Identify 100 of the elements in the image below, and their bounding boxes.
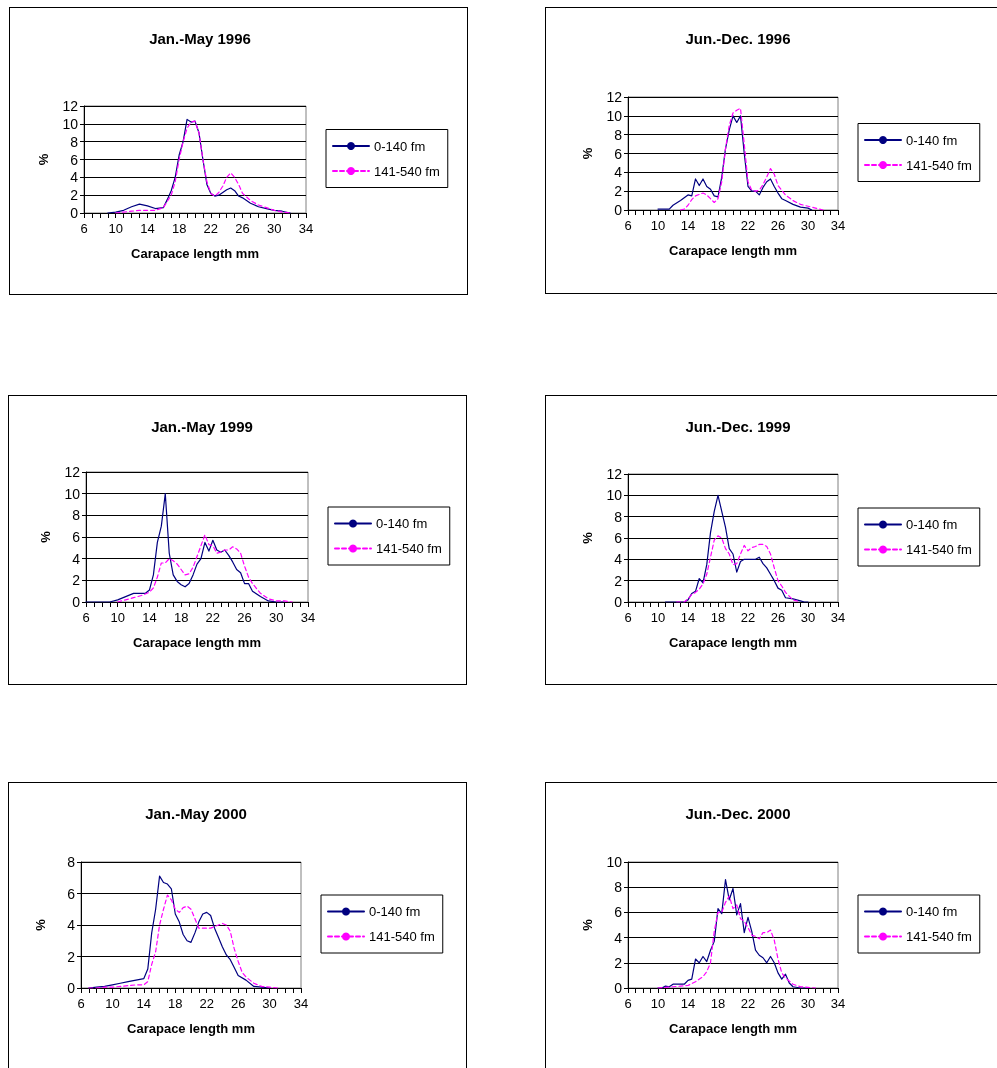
x-axis-title: Carapace length mm	[131, 246, 259, 261]
y-tick-label: 6	[67, 885, 76, 902]
y-tick-label: 10	[606, 854, 623, 870]
y-tick-label: 6	[614, 530, 623, 546]
y-tick-label: 10	[62, 115, 79, 132]
line-series	[85, 493, 285, 603]
legend-label: 0-140 fm	[906, 517, 958, 532]
x-tick-label: 22	[203, 221, 219, 236]
chart-title: Jan.-May 2000	[145, 805, 247, 822]
x-tick-label: 26	[237, 610, 252, 625]
x-tick-label: 10	[650, 610, 666, 625]
y-tick-label: 2	[67, 948, 76, 965]
y-tick-label: 12	[606, 89, 623, 105]
chart-title: Jan.-May 1999	[151, 418, 253, 435]
x-tick-label: 14	[136, 996, 152, 1011]
line-series	[679, 107, 824, 211]
y-tick-label: 12	[64, 464, 81, 480]
y-axis-title: %	[33, 918, 48, 931]
y-tick-label: 10	[606, 107, 623, 124]
chart-title: Jun.-Dec. 1999	[685, 418, 791, 435]
x-tick-label: 18	[168, 996, 183, 1011]
y-tick-label: 6	[614, 145, 623, 162]
x-tick-label: 22	[199, 996, 214, 1011]
legend-label: 141-540 fm	[374, 163, 440, 179]
x-tick-label: 26	[770, 218, 786, 233]
y-tick-label: 8	[614, 879, 623, 896]
y-tick-label: 8	[614, 508, 623, 525]
x-tick-label: 14	[680, 996, 696, 1011]
y-tick-label: 0	[72, 594, 81, 610]
x-tick-label: 10	[108, 221, 123, 236]
y-tick-label: 4	[70, 169, 79, 186]
y-tick-label: 8	[67, 854, 76, 870]
x-tick-label: 30	[800, 218, 816, 233]
x-tick-label: 22	[740, 610, 756, 625]
x-tick-label: 22	[740, 996, 756, 1011]
y-tick-label: 4	[67, 917, 76, 933]
y-axis-title: %	[36, 153, 51, 166]
line-series	[664, 494, 809, 603]
x-tick-label: 34	[298, 221, 314, 236]
x-tick-label: 10	[110, 610, 125, 625]
y-tick-label: 6	[72, 529, 81, 545]
y-tick-label: 2	[70, 187, 79, 204]
y-tick-label: 12	[62, 98, 79, 114]
y-tick-label: 2	[614, 572, 623, 589]
x-tick-label: 30	[267, 221, 282, 236]
x-axis-title: Carapace length mm	[669, 635, 797, 650]
legend-label: 141-540 fm	[369, 929, 435, 944]
y-tick-label: 2	[614, 954, 623, 971]
y-tick-label: 0	[614, 980, 623, 996]
y-axis-title: %	[580, 531, 595, 544]
y-tick-label: 6	[614, 904, 623, 921]
x-tick-label: 34	[830, 610, 846, 625]
x-tick-label: 18	[171, 221, 187, 236]
y-axis-title: %	[580, 147, 595, 160]
x-tick-label: 10	[105, 996, 120, 1011]
x-tick-label: 30	[269, 610, 284, 625]
legend-label: 0-140 fm	[906, 904, 958, 919]
x-tick-label: 14	[140, 221, 155, 236]
y-tick-label: 8	[72, 507, 81, 524]
legend-label: 141-540 fm	[906, 542, 972, 557]
x-tick-label: 26	[770, 610, 786, 625]
x-tick-label: 34	[300, 610, 316, 625]
y-tick-label: 10	[64, 485, 81, 502]
x-axis-title: Carapace length mm	[127, 1021, 255, 1036]
x-tick-label: 18	[710, 218, 726, 233]
x-tick-label: 14	[680, 610, 696, 625]
x-tick-label: 26	[235, 221, 250, 236]
y-axis-title: %	[580, 918, 595, 931]
x-tick-label: 22	[205, 610, 221, 625]
y-tick-label: 8	[614, 126, 623, 143]
x-tick-label: 30	[800, 610, 816, 625]
y-tick-label: 4	[72, 550, 81, 567]
x-tick-label: 34	[830, 996, 846, 1011]
x-tick-label: 34	[830, 218, 846, 233]
y-tick-label: 8	[70, 133, 79, 150]
x-tick-label: 26	[770, 996, 786, 1011]
legend-label: 141-540 fm	[906, 157, 972, 173]
chart-title: Jun.-Dec. 1996	[685, 30, 791, 47]
y-tick-label: 4	[614, 164, 623, 181]
legend-label: 0-140 fm	[374, 138, 426, 154]
x-tick-label: 30	[800, 996, 816, 1011]
chart-title: Jun.-Dec. 2000	[685, 805, 791, 822]
y-tick-label: 4	[614, 551, 623, 568]
y-tick-label: 12	[606, 466, 623, 482]
x-axis-title: Carapace length mm	[669, 243, 797, 258]
x-tick-label: 18	[173, 610, 189, 625]
y-tick-label: 2	[614, 183, 623, 200]
x-tick-label: 10	[650, 218, 666, 233]
x-tick-label: 14	[680, 218, 696, 233]
y-tick-label: 6	[70, 151, 79, 168]
legend-label: 141-540 fm	[376, 541, 442, 556]
x-tick-label: 10	[650, 996, 666, 1011]
legend-label: 0-140 fm	[906, 132, 958, 148]
line-series	[657, 115, 813, 211]
y-tick-label: 0	[67, 980, 76, 996]
chart-title: Jan.-May 1996	[149, 30, 251, 47]
y-tick-label: 10	[606, 487, 623, 504]
line-series	[117, 534, 293, 603]
x-tick-label: 18	[710, 996, 726, 1011]
x-axis-title: Carapace length mm	[669, 1021, 797, 1036]
